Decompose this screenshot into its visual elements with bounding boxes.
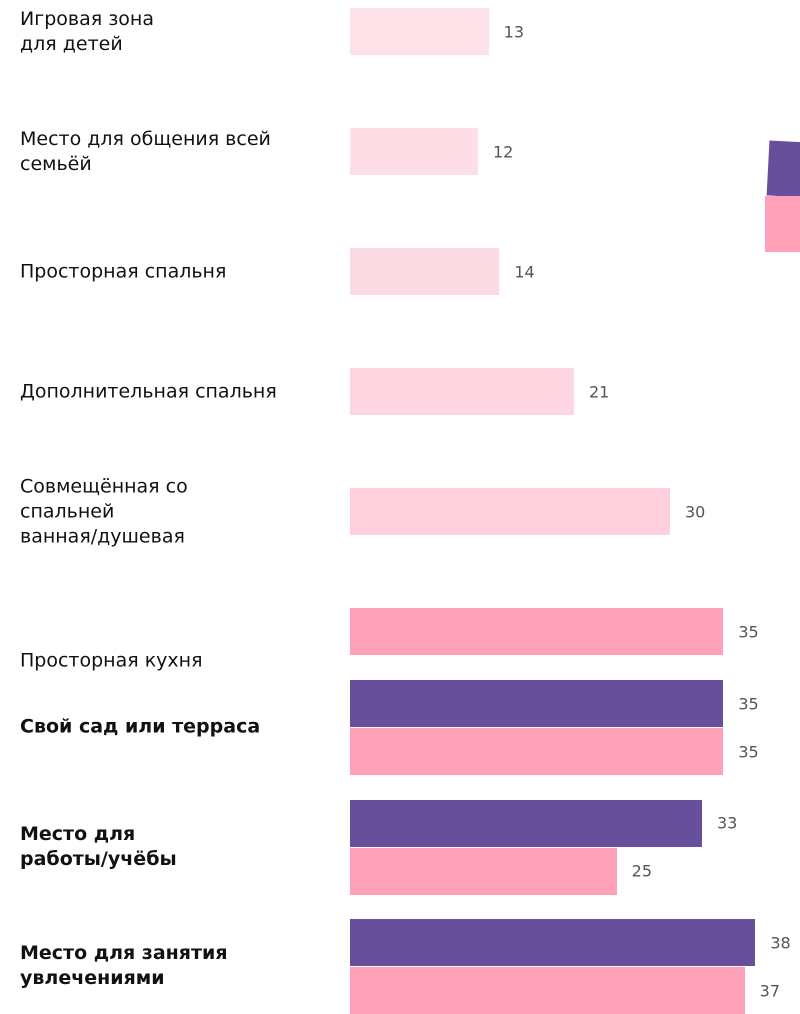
bar <box>350 368 574 415</box>
bar <box>350 8 489 55</box>
value-label: 25 <box>631 861 653 881</box>
legend-swatch <box>766 140 800 199</box>
category-label: Свой сад или терраса <box>20 715 261 738</box>
bar <box>350 919 756 966</box>
bar <box>350 799 702 847</box>
value-label: 14 <box>514 262 535 281</box>
category-label: Место для общения всей семьёй <box>20 127 271 175</box>
value-label: 38 <box>770 933 791 952</box>
category-label: Просторная кухня <box>20 649 203 672</box>
bar <box>350 728 724 775</box>
category-label: Дополнительная спальня <box>20 380 277 402</box>
category-label: Просторная спальня <box>20 260 227 282</box>
bar <box>350 128 478 175</box>
category-label: Совмещённая со спальней ванная/душевая <box>20 475 188 547</box>
bar <box>350 967 745 1014</box>
value-label: 35 <box>738 742 759 761</box>
category-label: Место для работы/учёбы <box>20 822 177 870</box>
bar <box>350 248 500 295</box>
value-label: 37 <box>759 981 781 1000</box>
value-label: 12 <box>493 142 514 161</box>
category-label: Место для занятия увлечениями <box>20 942 228 989</box>
bar <box>350 488 670 535</box>
value-label: 13 <box>503 22 525 41</box>
value-label: 35 <box>738 622 759 641</box>
value-label: 33 <box>717 813 738 833</box>
bar <box>350 847 617 895</box>
bar <box>350 608 724 655</box>
value-label: 30 <box>685 502 706 521</box>
bar <box>350 680 724 727</box>
category-label: Игровая зона для детей <box>20 7 154 55</box>
value-label: 35 <box>738 694 759 713</box>
legend-swatch <box>765 196 800 252</box>
value-label: 21 <box>589 382 610 401</box>
